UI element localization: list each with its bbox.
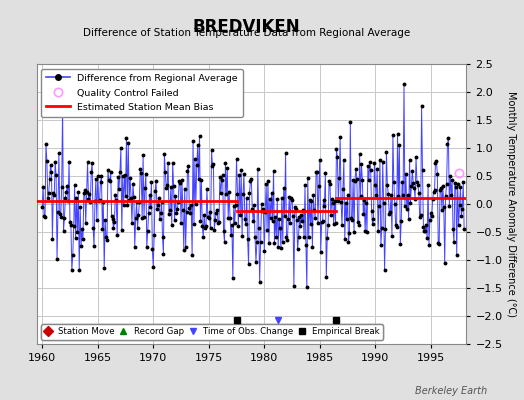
Text: BREDVIKEN: BREDVIKEN <box>192 18 300 36</box>
Legend: Station Move, Record Gap, Time of Obs. Change, Empirical Break: Station Move, Record Gap, Time of Obs. C… <box>41 324 383 340</box>
Text: Difference of Station Temperature Data from Regional Average: Difference of Station Temperature Data f… <box>83 28 410 38</box>
Text: Berkeley Earth: Berkeley Earth <box>415 386 487 396</box>
Y-axis label: Monthly Temperature Anomaly Difference (°C): Monthly Temperature Anomaly Difference (… <box>506 91 516 317</box>
